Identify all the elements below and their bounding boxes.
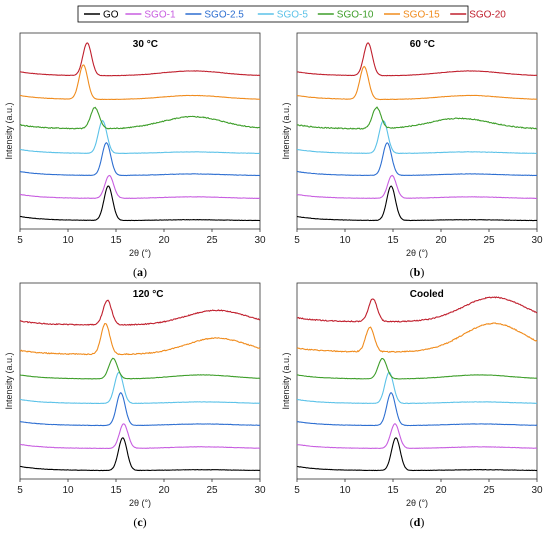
x-tick-label: 30 (254, 235, 266, 246)
series-line-sgo-5 (19, 119, 261, 155)
x-tick-label: 30 (531, 485, 543, 496)
legend-label: SGO-5 (277, 10, 309, 21)
panel-a: 5 10 15 20 25 30 2θ (°) Intensity (a.u.) 30 °C (a… (4, 32, 266, 279)
panel-caption: (d) (410, 515, 425, 529)
panel-caption: (a) (133, 265, 147, 279)
series-line-go (296, 185, 538, 222)
series-line-sgo-15 (296, 322, 538, 353)
series-line-sgo-20 (296, 42, 538, 77)
panel-d: 5 10 15 20 25 30 2θ (°) Intensity (a.u.) Cooled (… (281, 282, 543, 529)
series-line-sgo-1 (20, 174, 261, 200)
x-tick-label: 5 (294, 485, 300, 496)
plot-frame (19, 282, 261, 480)
x-tick-label: 15 (110, 235, 122, 246)
x-tick-label: 25 (206, 485, 218, 496)
panel-caption: (c) (133, 515, 146, 529)
legend-entry: SGO-10 (317, 10, 374, 21)
plot-frame (296, 32, 538, 230)
legend-label: SGO-2.5 (204, 10, 244, 21)
series-line-sgo-20 (19, 42, 261, 77)
series-line-sgo-1 (19, 423, 261, 450)
series-line-sgo-15 (296, 65, 538, 101)
series-line-sgo-15 (19, 323, 261, 356)
x-tick-label: 25 (206, 235, 218, 246)
series-line-sgo-2-5 (19, 391, 261, 427)
y-axis-label: Intensity (a.u.) (4, 102, 14, 159)
x-axis-label: 2θ (°) (406, 498, 428, 508)
legend-entry: GO (84, 10, 119, 21)
series-line-go (19, 185, 261, 222)
x-tick-label: 15 (110, 485, 122, 496)
panel-title: 60 °C (410, 39, 435, 50)
series-line-sgo-1 (296, 423, 538, 450)
series-line-sgo-10 (20, 106, 261, 130)
x-tick-label: 5 (294, 235, 300, 246)
x-tick-label: 10 (62, 235, 74, 246)
series-line-sgo-10 (19, 357, 261, 380)
legend-label: GO (103, 10, 119, 21)
x-tick-label: 10 (339, 235, 351, 246)
series-line-sgo-5 (296, 371, 538, 405)
x-tick-label: 30 (531, 235, 543, 246)
x-tick-label: 20 (158, 485, 170, 496)
series-line-sgo-10 (296, 106, 538, 130)
x-tick-label: 30 (254, 485, 266, 496)
legend-entry: SGO-20 (450, 10, 506, 21)
panel-caption: (b) (410, 265, 425, 279)
y-axis-label: Intensity (a.u.) (281, 352, 291, 409)
series-line-go (296, 437, 538, 472)
x-tick-label: 20 (158, 235, 170, 246)
series-line-sgo-20 (19, 299, 261, 326)
y-axis-label: Intensity (a.u.) (4, 352, 14, 409)
legend-label: SGO-20 (469, 10, 506, 21)
legend-entry: SGO-2.5 (185, 10, 244, 21)
x-tick-label: 5 (17, 485, 23, 496)
plot-frame (19, 32, 261, 230)
legend: GO SGO-1 SGO-2.5 SGO-5 SGO-10 SGO-15 SGO-20 (77, 5, 506, 23)
plot-frame (296, 282, 538, 480)
series-line-sgo-20 (296, 296, 538, 323)
x-tick-label: 20 (435, 235, 447, 246)
series-line-go (19, 437, 261, 472)
panel-title: 120 °C (133, 289, 164, 300)
series-line-sgo-10 (296, 357, 538, 380)
series-line-sgo-5 (296, 120, 538, 155)
series-line-sgo-15 (19, 64, 261, 101)
series-line-sgo-2-5 (19, 142, 261, 177)
panel-c: 5 10 15 20 25 30 2θ (°) Intensity (a.u.) 120 °C (… (4, 282, 266, 529)
x-tick-label: 10 (62, 485, 74, 496)
panel-title: 30 °C (133, 39, 158, 50)
legend-entry: SGO-1 (125, 10, 176, 21)
x-tick-label: 25 (483, 235, 495, 246)
panels: 5 10 15 20 25 30 2θ (°) Intensity (a.u.) 30 °C (a… (4, 32, 543, 529)
legend-label: SGO-10 (337, 10, 374, 21)
legend-label: SGO-1 (144, 10, 176, 21)
legend-entry: SGO-5 (257, 10, 309, 21)
legend-label: SGO-15 (403, 10, 440, 21)
x-tick-label: 25 (483, 485, 495, 496)
series-line-sgo-2-5 (296, 142, 538, 177)
x-axis-label: 2θ (°) (129, 248, 151, 258)
x-tick-label: 15 (387, 235, 399, 246)
x-tick-label: 15 (387, 485, 399, 496)
x-tick-label: 5 (17, 235, 23, 246)
x-tick-label: 20 (435, 485, 447, 496)
x-tick-label: 10 (339, 485, 351, 496)
panel-title: Cooled (410, 289, 444, 300)
series-line-sgo-5 (19, 371, 261, 405)
x-axis-label: 2θ (°) (129, 498, 151, 508)
series-line-sgo-2-5 (296, 392, 538, 427)
x-axis-label: 2θ (°) (406, 248, 428, 258)
panel-b: 5 10 15 20 25 30 2θ (°) Intensity (a.u.) 60 °C (b… (281, 32, 543, 279)
legend-entry: SGO-15 (384, 10, 440, 21)
series-line-sgo-1 (296, 174, 538, 200)
y-axis-label: Intensity (a.u.) (281, 102, 291, 159)
